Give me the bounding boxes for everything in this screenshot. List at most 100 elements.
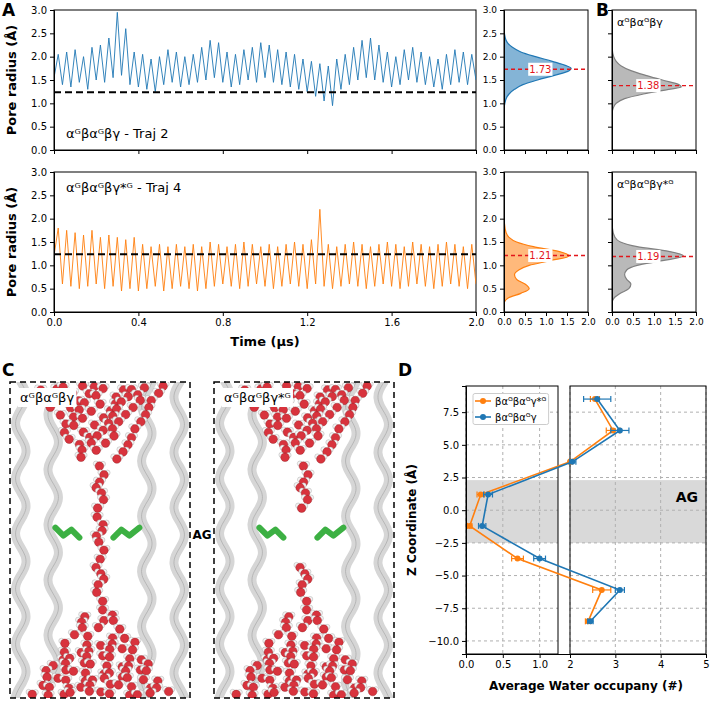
tick	[392, 150, 393, 154]
grid-line	[539, 386, 540, 654]
tick	[307, 150, 308, 154]
oxygen	[290, 660, 299, 669]
grid-line	[466, 575, 558, 576]
oxygen	[320, 625, 329, 634]
x-axis-line	[505, 151, 589, 155]
y-axis-line	[500, 11, 505, 151]
water	[94, 554, 106, 563]
tick-mark	[608, 312, 612, 313]
tick-label: 2.0	[31, 213, 47, 224]
tick-label: 0.0	[31, 145, 47, 156]
tick-label: −7.5	[435, 603, 459, 614]
tick: 0.5	[495, 654, 511, 670]
tick-label: 0.8	[215, 317, 231, 328]
tick	[675, 150, 676, 154]
tick-mark	[608, 57, 612, 58]
tick-mark	[462, 412, 466, 413]
histogram-panel: 1.730.00.51.01.52.02.53.0	[483, 5, 589, 155]
time-series-panel: 0.00.51.01.52.02.53.0αᴳβαᴳβγ - Traj 2Por…	[4, 5, 477, 156]
tick-label: 0.0	[443, 505, 459, 516]
tick: 3	[613, 654, 619, 670]
tick	[608, 150, 612, 151]
legend-label: βαᴳβαᴳγ	[495, 412, 537, 423]
tick-mark	[608, 127, 612, 128]
data-layer	[467, 396, 629, 624]
water	[333, 424, 345, 433]
tick: 2.0	[483, 214, 504, 224]
tick-mark	[50, 289, 54, 290]
oxygen	[128, 646, 137, 655]
oxygen	[281, 453, 290, 462]
error-bar-cap	[492, 492, 493, 498]
water	[163, 686, 175, 695]
helix	[346, 382, 357, 698]
tick-mark	[476, 150, 477, 154]
tick-mark	[500, 289, 504, 290]
tick-mark	[462, 543, 466, 544]
gate-residue	[113, 528, 139, 538]
oxygen	[309, 653, 318, 662]
oxygen	[95, 538, 104, 547]
oxygen	[66, 688, 75, 697]
tick-mark	[588, 312, 589, 316]
tick: 3.0	[31, 5, 54, 16]
series-line	[482, 399, 620, 621]
tick-mark	[462, 641, 466, 642]
tick-label: 0.0	[47, 317, 63, 328]
tick: 3.0	[483, 5, 504, 15]
water	[68, 630, 80, 639]
error-bar	[584, 396, 611, 402]
y-axis-line	[500, 173, 505, 313]
y-axis-line	[50, 11, 55, 151]
tick-mark	[570, 654, 571, 658]
tick-mark	[500, 312, 504, 313]
water	[92, 622, 104, 631]
tick-label: 0.0	[497, 317, 512, 327]
error-bar	[479, 523, 486, 529]
oxygen	[65, 435, 74, 444]
tick: 0.0	[483, 307, 504, 317]
oxygen	[302, 606, 311, 615]
tick-mark	[608, 242, 612, 243]
water	[294, 445, 306, 454]
tick	[608, 103, 612, 104]
oxygen	[368, 687, 377, 696]
oxygen	[296, 446, 305, 455]
oxygen	[273, 667, 282, 676]
grid-line	[570, 510, 706, 511]
tick	[223, 150, 224, 154]
oxygen	[274, 630, 283, 639]
tick-label: 3.0	[483, 167, 498, 177]
point	[515, 556, 521, 562]
grid-line	[466, 640, 558, 641]
oxygen	[120, 634, 129, 643]
tick-mark	[462, 478, 466, 479]
tick: 2.5	[31, 28, 54, 39]
oxygen	[84, 632, 93, 641]
tick	[546, 150, 547, 154]
tick: 0.0	[483, 145, 504, 155]
oxygen	[69, 667, 78, 676]
tick-mark	[392, 150, 393, 154]
oxygen	[346, 666, 355, 675]
oxygen	[96, 400, 105, 409]
oxygen	[313, 616, 322, 625]
grid	[466, 386, 706, 654]
helix-edge	[378, 382, 389, 698]
tick-mark	[608, 172, 612, 173]
water	[129, 424, 141, 433]
tick: 1.0	[647, 312, 662, 327]
tick: 2.0	[689, 312, 704, 327]
oxygen	[296, 588, 305, 597]
water	[329, 682, 341, 691]
tick-label: 1.5	[560, 317, 574, 327]
tick: −7.5	[435, 603, 466, 614]
tick: 0.5	[31, 121, 54, 132]
water	[131, 690, 143, 698]
tick: 5	[703, 654, 709, 670]
tick	[654, 150, 655, 154]
oxygen	[118, 644, 127, 653]
water	[296, 622, 308, 631]
y-axis: 0.00.51.01.52.02.53.0	[31, 167, 54, 318]
oxygen	[100, 546, 109, 555]
